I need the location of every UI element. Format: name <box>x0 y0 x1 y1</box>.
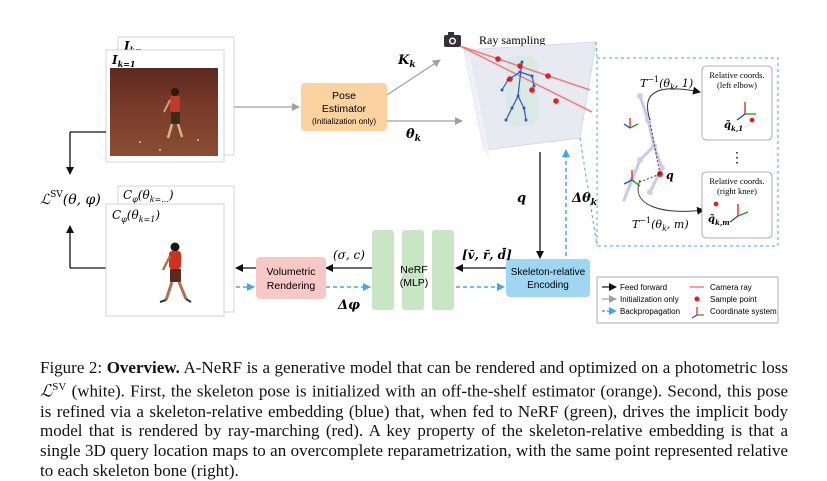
volumetric-line2: Rendering <box>267 280 316 292</box>
rel-frame-knee <box>729 204 749 223</box>
encoding-line2: Encoding <box>527 280 569 291</box>
relative-coords-box-knee <box>701 171 773 239</box>
ray-sampling-title: Ray sampling <box>479 33 545 47</box>
rel1-line1: Relative coords. <box>709 70 764 80</box>
legend-coord-symbol <box>691 307 704 319</box>
camera-icon <box>444 32 461 47</box>
rel-point-elbow <box>749 117 755 123</box>
rel2-line2: (right knee) <box>717 186 757 196</box>
caption-loss-symbol: ℒ <box>40 381 53 402</box>
render-frame-front <box>105 203 225 317</box>
rel-point-knee <box>713 201 719 207</box>
legend-feedforward-label: Feed forward <box>620 283 667 292</box>
label-delta-theta: Δθk <box>571 191 597 208</box>
person-in-photo <box>163 88 184 139</box>
legend-sample-point-symbol <box>694 296 700 302</box>
legend-sample-point-label: Sample point <box>710 295 757 304</box>
label-delta-phi: Δφ <box>337 298 360 313</box>
loss-label: ℒSV(θ, φ) <box>40 190 101 208</box>
skeleton-figure <box>501 61 535 121</box>
label-C-front: Cφ(θk=1) <box>112 208 160 224</box>
input-image-stack: Ik=... Ik=1 <box>105 36 235 163</box>
coord-frame-elbow <box>623 118 639 129</box>
legend-backprop-label: Backpropagation <box>620 307 680 316</box>
label-Tm: T−1(θk, m) <box>632 216 689 233</box>
legend-camera-ray-label: Camera ray <box>710 283 752 292</box>
sample-points <box>495 56 559 104</box>
nerf-mlp <box>372 230 454 310</box>
caption-figure-label: Figure 2: <box>40 358 103 377</box>
relative-coords-box-elbow <box>701 65 773 141</box>
pose-estimator-box <box>301 83 387 131</box>
rendered-person <box>159 242 192 303</box>
label-theta-k: θk <box>406 127 421 144</box>
pose-estimator-line2: Estimator <box>322 103 367 115</box>
pose-estimator-line1: Pose <box>332 90 356 102</box>
coord-frame-knee <box>623 170 641 187</box>
label-qm: q̃k,m <box>708 214 730 227</box>
rel-frame-elbow <box>736 102 756 121</box>
nerf-line2: (MLP) <box>400 277 429 289</box>
caption-loss-sup: SV <box>52 380 67 393</box>
caption-text1: A-NeRF is a generative model that can be… <box>179 358 789 377</box>
label-q: q <box>517 191 526 206</box>
skeleton-joints <box>500 60 536 122</box>
rel2-line1: Relative coords. <box>709 176 764 186</box>
rendered-image-stack: Cφ(θk=...) Cφ(θk=1) <box>105 185 235 317</box>
encoding-box <box>506 259 590 297</box>
overview-diagram: Ik=... Ik=1 ℒSV(θ, φ) Cφ(θk=...) Cφ(θk=1… <box>40 32 779 324</box>
label-q-center: q <box>666 169 674 182</box>
nerf-line1: NeRF <box>400 264 427 276</box>
dashed-to-elbow <box>649 121 661 175</box>
zoom-line-bottom <box>579 137 598 247</box>
pose-estimator-line3: (Initialization only) <box>312 117 376 126</box>
label-sigma-c: (σ, c) <box>333 248 365 262</box>
volumetric-box <box>256 257 326 299</box>
legend-init-label: Initialization only <box>620 295 679 304</box>
legend-box <box>596 276 779 324</box>
caption-text2: (white). First, the skeleton pose is ini… <box>40 381 788 480</box>
dashed-to-knee <box>639 173 661 183</box>
label-K-k: Kk <box>397 53 416 70</box>
camera-ray-2 <box>459 45 593 113</box>
label-q1: q̃k,1 <box>724 120 743 133</box>
label-vrd: [v̄, r̄, d̄] <box>462 246 512 262</box>
caption-title: Overview. <box>106 358 180 377</box>
curve-to-knee <box>637 179 705 215</box>
zoom-line-top <box>595 41 598 59</box>
camera-ray-1 <box>459 45 591 91</box>
ray-sampling-volume <box>444 32 597 158</box>
label-T1: T−1(θk, 1) <box>640 75 693 92</box>
arrow-pose-to-camera <box>386 59 441 96</box>
figure-caption: Figure 2: Overview. A-NeRF is a generati… <box>40 358 788 480</box>
label-C-top: Cφ(θk=...) <box>123 188 174 204</box>
encoding-line1: Skeleton-relative <box>511 267 586 278</box>
curve-to-elbow <box>647 86 701 121</box>
rel1-line2: (left elbow) <box>717 80 757 90</box>
volumetric-line1: Volumetric <box>266 266 315 278</box>
vertical-dots: ⋮ <box>730 150 744 166</box>
legend-coord-label: Coordinate system <box>710 307 777 316</box>
label-I-k1: Ik=1 <box>111 53 135 69</box>
